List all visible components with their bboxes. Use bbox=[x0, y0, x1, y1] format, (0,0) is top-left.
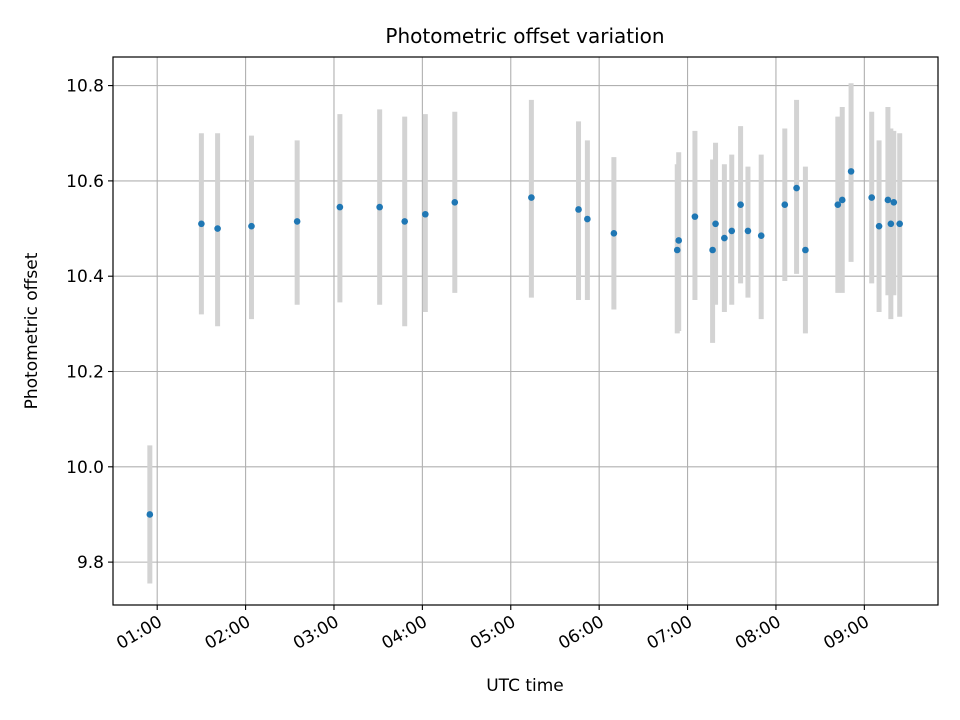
data-point bbox=[146, 511, 154, 518]
x-tick-label: 05:00 bbox=[467, 612, 519, 654]
y-axis-label: Photometric offset bbox=[22, 252, 42, 409]
data-point bbox=[847, 168, 855, 175]
data-point bbox=[887, 220, 895, 228]
chart-title: Photometric offset variation bbox=[385, 24, 664, 48]
x-tick-label: 04:00 bbox=[378, 612, 430, 654]
x-axis-label: UTC time bbox=[486, 676, 564, 696]
data-point bbox=[675, 237, 683, 244]
x-tick-label: 06:00 bbox=[555, 612, 607, 654]
data-points bbox=[146, 168, 903, 518]
data-point bbox=[737, 201, 744, 209]
errorbars bbox=[147, 83, 903, 584]
data-point bbox=[336, 203, 344, 211]
data-point bbox=[584, 215, 591, 223]
y-tick-label: 10.8 bbox=[66, 77, 104, 97]
x-axis: 01:00 02:00 03:00 04:00 05:00 06:00 07:00 08:00… bbox=[113, 605, 873, 654]
data-point bbox=[721, 234, 728, 242]
data-point bbox=[868, 194, 876, 201]
data-point bbox=[401, 218, 408, 225]
y-tick-label: 10.2 bbox=[66, 363, 104, 383]
data-point bbox=[673, 246, 681, 254]
y-tick-label: 10.4 bbox=[66, 267, 104, 287]
y-tick-label: 10.0 bbox=[66, 458, 104, 478]
x-tick-label: 03:00 bbox=[290, 612, 342, 654]
data-point bbox=[834, 201, 842, 209]
data-point bbox=[781, 201, 789, 209]
data-point bbox=[896, 220, 903, 228]
x-tick-label: 09:00 bbox=[820, 612, 872, 654]
grid bbox=[113, 57, 938, 605]
x-tick-label: 08:00 bbox=[732, 612, 784, 654]
x-tick-label: 01:00 bbox=[113, 612, 165, 654]
data-point bbox=[422, 210, 429, 218]
data-point bbox=[793, 184, 800, 192]
y-axis: 9.8 10.0 10.2 10.4 10.6 10.8 bbox=[66, 77, 113, 573]
data-point bbox=[802, 246, 809, 254]
y-tick-label: 10.6 bbox=[66, 172, 104, 192]
x-tick-label: 07:00 bbox=[644, 612, 696, 654]
data-point bbox=[610, 230, 618, 237]
data-point bbox=[728, 227, 736, 235]
data-point bbox=[744, 227, 752, 235]
data-point bbox=[838, 196, 846, 204]
data-point bbox=[712, 220, 719, 228]
data-point bbox=[528, 194, 535, 201]
data-point bbox=[757, 232, 765, 239]
x-tick-label: 02:00 bbox=[202, 612, 254, 654]
data-point bbox=[376, 203, 383, 211]
data-point bbox=[875, 222, 883, 230]
data-point bbox=[451, 199, 459, 206]
data-point bbox=[709, 246, 716, 254]
data-point bbox=[691, 213, 699, 220]
y-tick-label: 9.8 bbox=[77, 553, 104, 573]
data-point bbox=[248, 222, 255, 230]
data-point bbox=[890, 199, 898, 206]
data-point bbox=[214, 225, 221, 232]
data-point bbox=[293, 218, 301, 225]
plot-frame bbox=[112, 56, 939, 606]
data-point bbox=[575, 206, 582, 213]
data-point bbox=[198, 220, 205, 228]
data-point bbox=[884, 196, 892, 204]
